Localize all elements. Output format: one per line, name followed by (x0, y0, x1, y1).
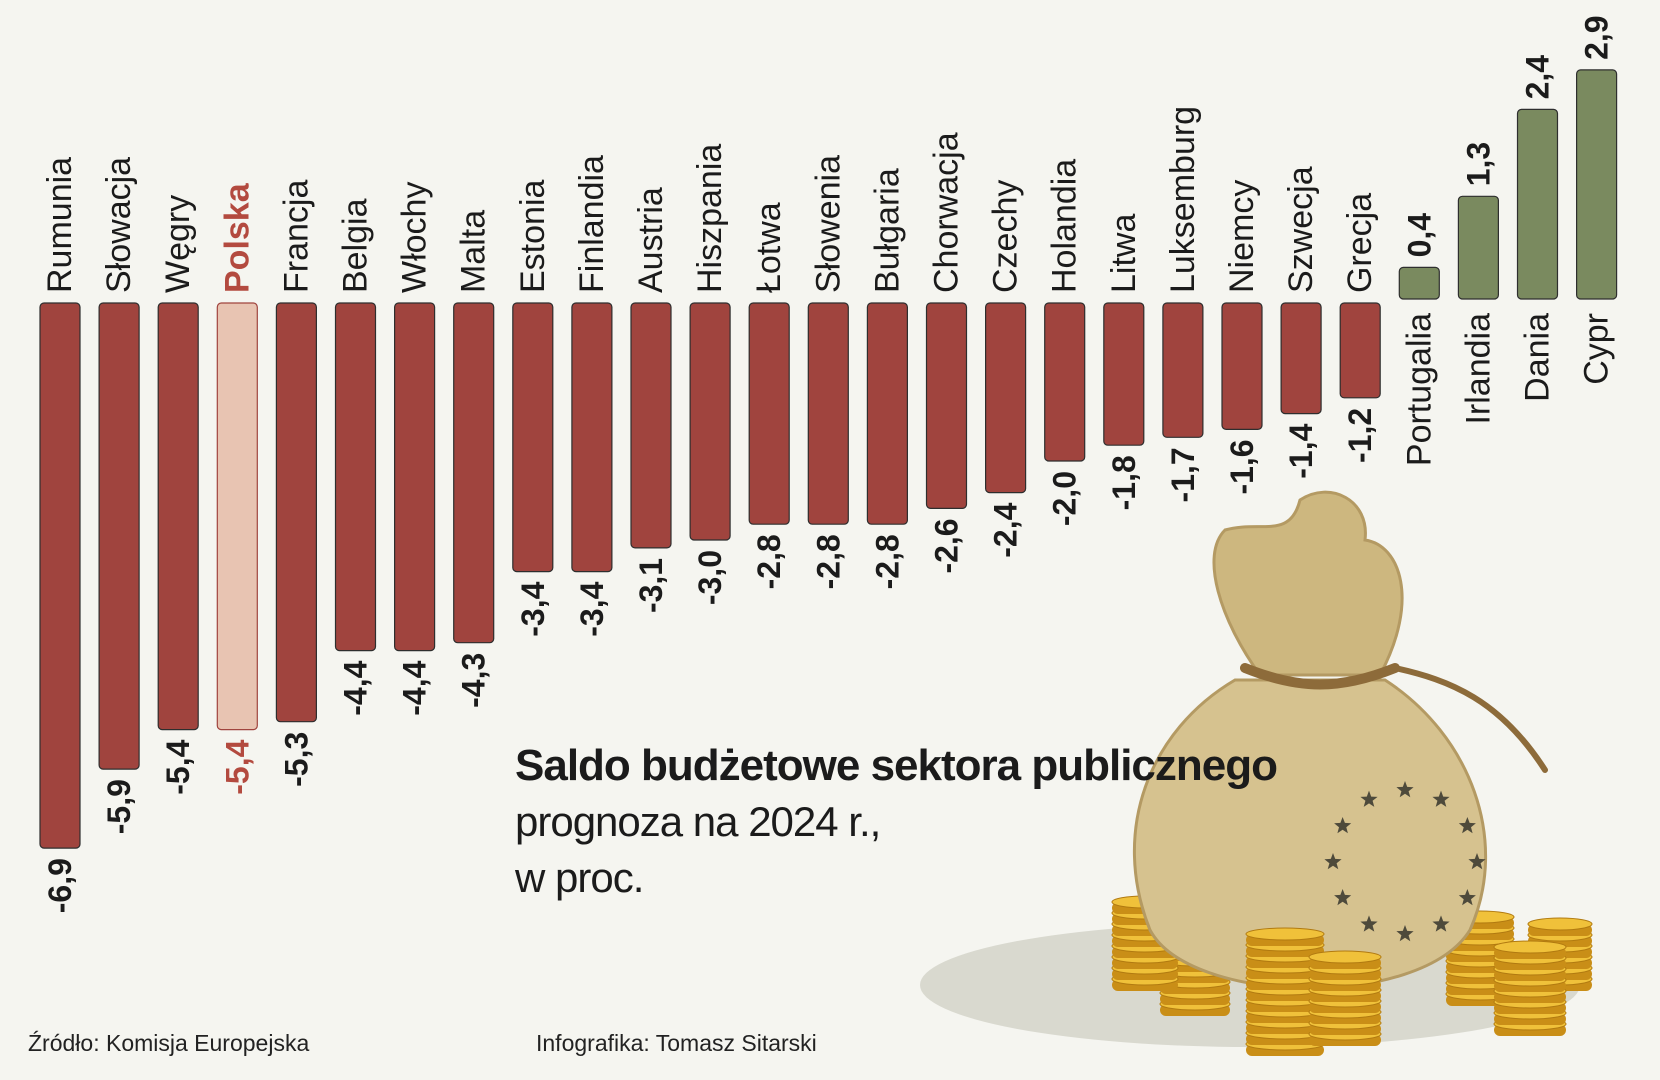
coin-stack-icon (1308, 950, 1382, 1046)
bar-14 (807, 302, 849, 525)
value-label-4: -5,4 (219, 739, 255, 794)
value-label-19: -1,8 (1106, 455, 1142, 510)
bar-27 (1575, 69, 1618, 300)
category-label-4: Polska (218, 182, 256, 293)
value-label-10: -3,4 (574, 581, 610, 636)
bar-17 (984, 302, 1027, 494)
value-label-21: -1,6 (1224, 439, 1260, 494)
bar-10 (571, 302, 613, 573)
value-label-14: -2,8 (810, 534, 846, 589)
value-label-9: -3,4 (515, 581, 551, 636)
bar-20 (1162, 302, 1204, 438)
category-label-1: Rumunia (41, 157, 79, 293)
coin-stack-icon (1493, 940, 1567, 1036)
category-label-22: Szwecja (1282, 166, 1320, 293)
category-label-20: Luksemburg (1164, 106, 1202, 293)
chart-title-block: Saldo budżetowe sektora publicznego prog… (515, 738, 1278, 906)
category-label-3: Węgry (159, 195, 197, 293)
bar-2 (98, 302, 140, 770)
value-label-13: -2,8 (751, 534, 787, 589)
bar-22 (1280, 302, 1322, 415)
value-label-25: 1,3 (1460, 142, 1496, 186)
category-label-23: Grecja (1341, 193, 1379, 293)
bar-16 (925, 302, 968, 509)
category-label-13: Łotwa (750, 202, 788, 293)
bar-8 (453, 302, 495, 644)
eu-stars-icon (1324, 781, 1486, 942)
value-label-6: -4,4 (338, 660, 374, 715)
chart-title: Saldo budżetowe sektora publicznego (515, 741, 1278, 790)
bar-19 (1103, 302, 1145, 446)
value-label-18: -2,0 (1047, 471, 1083, 526)
category-label-6: Belgia (337, 198, 375, 293)
rope-end-icon (1392, 665, 1548, 773)
category-label-17: Czechy (987, 180, 1025, 293)
bar-4 (216, 302, 258, 731)
bar-26 (1516, 108, 1559, 300)
money-bag-with-coins-icon (920, 490, 1593, 1056)
category-label-8: Malta (455, 210, 493, 293)
bar-15 (866, 302, 909, 525)
value-label-15: -2,8 (869, 534, 905, 589)
category-label-24: Portugalia (1400, 313, 1438, 466)
value-label-12: -3,0 (692, 550, 728, 605)
value-label-20: -1,7 (1165, 447, 1201, 502)
value-label-23: -1,2 (1342, 408, 1378, 463)
chart-subtitle-line-1: prognoza na 2024 r., (515, 798, 881, 845)
category-label-2: Słowacja (100, 157, 138, 293)
rope-icon (1240, 663, 1400, 690)
category-label-14: Słowenia (809, 155, 847, 293)
category-label-21: Niemcy (1223, 180, 1261, 293)
bar-18 (1044, 302, 1086, 462)
category-label-19: Litwa (1105, 214, 1143, 293)
value-label-8: -4,3 (456, 653, 492, 708)
value-label-17: -2,4 (988, 502, 1024, 557)
category-label-25: Irlandia (1459, 313, 1497, 425)
bag-top-icon (1212, 490, 1404, 677)
value-label-26: 2,4 (1520, 55, 1556, 100)
bar-23 (1339, 302, 1381, 399)
value-label-22: -1,4 (1283, 423, 1319, 478)
category-label-12: Hiszpania (691, 144, 729, 293)
value-label-16: -2,6 (929, 518, 965, 573)
category-label-9: Estonia (514, 180, 552, 293)
coin-stack-icon (1245, 927, 1325, 1056)
bar-24 (1398, 266, 1440, 300)
credit-note: Infografika: Tomasz Sitarski (536, 1030, 817, 1056)
bars-group: Rumunia -6,9 Słowacja -5,9 Węgry -5,4 Polska -5… (39, 15, 1618, 913)
bar-6 (334, 302, 377, 652)
category-label-27: Cypr (1578, 313, 1616, 385)
category-label-10: Finlandia (573, 155, 611, 293)
value-label-3: -5,4 (160, 739, 196, 794)
category-label-7: Włochy (396, 182, 434, 293)
value-label-2: -5,9 (101, 779, 137, 834)
category-label-26: Dania (1519, 313, 1557, 402)
category-label-18: Holandia (1046, 159, 1084, 293)
value-label-27: 2,9 (1579, 15, 1615, 59)
bar-12 (689, 302, 731, 541)
bar-1 (39, 302, 81, 849)
chart-subtitle-line-2: w proc. (515, 854, 644, 901)
bar-7 (394, 302, 436, 652)
bar-9 (512, 302, 554, 573)
bar-5 (275, 302, 317, 723)
bar-21 (1221, 302, 1263, 431)
bar-3 (157, 302, 199, 731)
category-label-15: Bułgaria (868, 168, 906, 293)
value-label-1: -6,9 (42, 858, 78, 913)
value-label-7: -4,4 (397, 660, 433, 715)
bar-11 (630, 302, 672, 549)
bar-13 (748, 302, 790, 525)
value-label-11: -3,1 (633, 558, 669, 613)
source-note: Źródło: Komisja Europejska (28, 1030, 310, 1056)
bar-25 (1457, 195, 1500, 300)
value-label-5: -5,3 (278, 732, 314, 787)
category-label-11: Austria (632, 187, 670, 293)
category-label-5: Francja (277, 180, 315, 293)
value-label-24: 0,4 (1401, 213, 1437, 258)
category-label-16: Chorwacja (928, 132, 966, 293)
